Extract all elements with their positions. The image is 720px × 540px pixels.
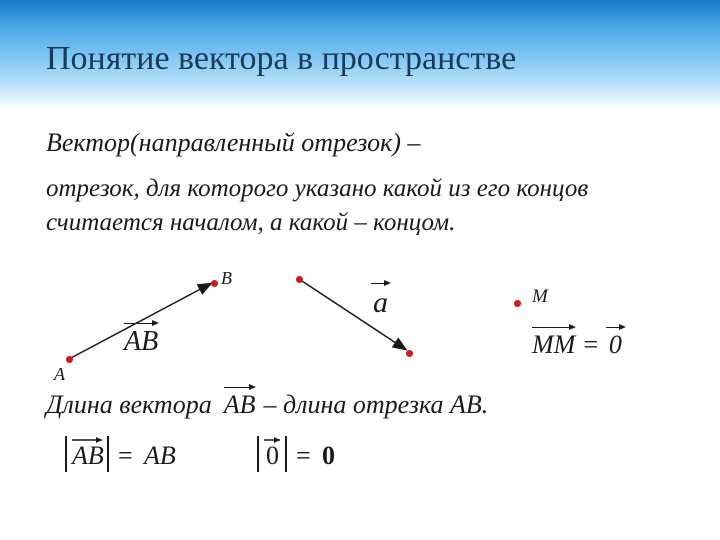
svg-text:0: 0 (322, 441, 335, 470)
svg-text:AB: AB (70, 441, 104, 470)
label-m: М (532, 286, 548, 308)
svg-text:=: = (118, 441, 133, 470)
vector-diagrams: А В AB a М MM = 0 (46, 258, 676, 378)
a-text: a (373, 286, 388, 319)
length-formulas: AB = AB 0 = 0 (46, 430, 674, 478)
notation-mm: MM = 0 (532, 330, 625, 360)
header-gradient: Понятие вектора в пространстве (0, 0, 720, 110)
point-m (514, 300, 521, 307)
svg-text:=: = (296, 441, 311, 470)
ab-text: AB (124, 326, 158, 357)
slide-title: Понятие вектора в пространстве (46, 40, 516, 78)
content-area: Вектор(направленный отрезок) – отрезок, … (0, 110, 720, 478)
point-b (211, 280, 218, 287)
notation-ab: AB (124, 326, 158, 358)
diagram-svg (46, 258, 676, 378)
label-a-vec: a (371, 286, 390, 320)
length-label: Длина вектора (46, 390, 212, 420)
length-definition: Длина вектора AB – длина отрезка АВ. (46, 390, 674, 420)
definition-body: отрезок, для которого указано какой из е… (46, 172, 674, 240)
point-a (66, 356, 73, 363)
formula-svg: AB = AB 0 = 0 (58, 430, 458, 478)
vec2-start-point (296, 276, 303, 283)
vec2-end-point (406, 350, 413, 357)
definition-term: Вектор(направленный отрезок) – (46, 128, 674, 158)
svg-text:0: 0 (266, 441, 279, 470)
length-ab-arrow: AB (224, 390, 256, 420)
label-a: А (54, 364, 65, 385)
svg-text:AB: AB (142, 441, 176, 470)
label-b: В (221, 268, 232, 289)
length-suffix: – длина отрезка АВ. (263, 390, 488, 420)
